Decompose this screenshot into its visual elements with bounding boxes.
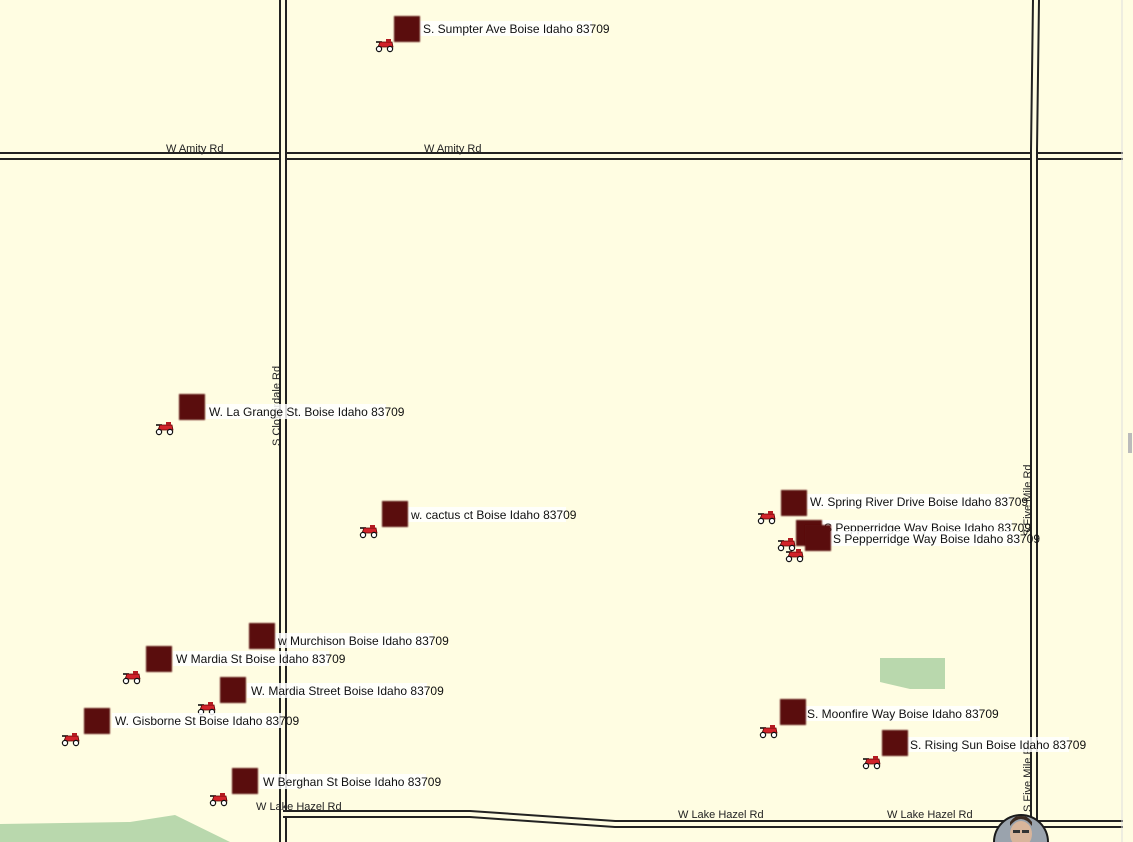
square-marker-icon[interactable] [882, 730, 908, 756]
square-marker-icon[interactable] [249, 623, 275, 649]
square-marker-icon[interactable] [232, 768, 258, 794]
map-pin[interactable]: W Mardia St Boise Idaho 83709 [122, 646, 346, 685]
square-marker-icon[interactable] [394, 16, 420, 42]
pin-label[interactable]: w. cactus ct Boise Idaho 83709 [410, 508, 577, 522]
pin-label[interactable]: W. Gisborne St Boise Idaho 83709 [115, 714, 299, 728]
square-marker-icon[interactable] [146, 646, 172, 672]
road-label-w-amity: W Amity Rd [424, 143, 481, 155]
map-pin[interactable]: W. Gisborne St Boise Idaho 83709 [61, 708, 299, 747]
square-marker-icon[interactable] [781, 490, 807, 516]
map-pin[interactable]: W Berghan St Boise Idaho 83709 [209, 768, 441, 807]
square-marker-icon[interactable] [382, 501, 408, 527]
square-marker-icon[interactable] [805, 525, 831, 551]
mower-icon[interactable] [122, 670, 141, 685]
road-label-w-lake-hazel: W Lake Hazel Rd [256, 801, 342, 813]
square-marker-icon[interactable] [780, 699, 806, 725]
road-label-w-lake-hazel: W Lake Hazel Rd [887, 809, 973, 821]
pin-label[interactable]: W. La Grange St. Boise Idaho 83709 [209, 405, 405, 419]
mower-icon[interactable] [209, 792, 228, 807]
square-marker-icon[interactable] [179, 394, 205, 420]
map-pin[interactable]: w Murchison Boise Idaho 83709 [249, 623, 449, 649]
pin-label[interactable]: S Pepperridge Way Boise Idaho 83709 [833, 532, 1040, 546]
square-marker-icon[interactable] [84, 708, 110, 734]
road-label-w-amity: W Amity Rd [166, 143, 223, 155]
map-pin[interactable]: S. Moonfire Way Boise Idaho 83709 [759, 699, 999, 739]
map-pin[interactable]: S. Rising Sun Boise Idaho 83709 [862, 730, 1086, 770]
mower-icon[interactable] [777, 537, 796, 552]
pin-label[interactable]: W Berghan St Boise Idaho 83709 [263, 775, 441, 789]
user-avatar-icon[interactable] [993, 814, 1049, 842]
mower-icon[interactable] [785, 548, 804, 563]
mower-icon[interactable] [359, 524, 378, 539]
road-label-s-five-mile: S Five Mile R [1022, 747, 1034, 812]
road-label-w-lake-hazel: W Lake Hazel Rd [678, 809, 764, 821]
mower-icon[interactable] [197, 701, 216, 716]
pin-label[interactable]: S. Sumpter Ave Boise Idaho 83709 [423, 22, 610, 36]
pin-label[interactable]: S. Rising Sun Boise Idaho 83709 [910, 738, 1086, 752]
map-pin[interactable]: S Pepperridge Way Boise Idaho 83709 [785, 525, 1040, 563]
mower-icon[interactable] [375, 38, 394, 53]
pin-label[interactable]: W Mardia St Boise Idaho 83709 [176, 652, 346, 666]
mower-icon[interactable] [61, 732, 80, 747]
pin-label[interactable]: W. Mardia Street Boise Idaho 83709 [251, 684, 444, 698]
mower-icon[interactable] [862, 755, 881, 770]
map-pin[interactable]: W. La Grange St. Boise Idaho 83709 [155, 394, 405, 436]
mower-icon[interactable] [759, 724, 778, 739]
map-pin[interactable]: W. Spring River Drive Boise Idaho 83709 [757, 490, 1028, 525]
square-marker-icon[interactable] [220, 677, 246, 703]
mower-icon[interactable] [155, 421, 174, 436]
pin-label[interactable]: w Murchison Boise Idaho 83709 [277, 634, 449, 648]
map-pin[interactable]: w. cactus ct Boise Idaho 83709 [359, 501, 577, 539]
map-pin[interactable]: W. Mardia Street Boise Idaho 83709 [197, 677, 444, 716]
park-area-bottom [0, 815, 230, 842]
pin-label[interactable]: W. Spring River Drive Boise Idaho 83709 [810, 495, 1028, 509]
map-pin[interactable]: S. Sumpter Ave Boise Idaho 83709 [375, 16, 610, 53]
pin-label[interactable]: S. Moonfire Way Boise Idaho 83709 [807, 707, 999, 721]
park-area [880, 658, 945, 689]
mower-icon[interactable] [757, 510, 776, 525]
road-label-s-five-mile: S Five Mile Rd [1022, 464, 1034, 536]
